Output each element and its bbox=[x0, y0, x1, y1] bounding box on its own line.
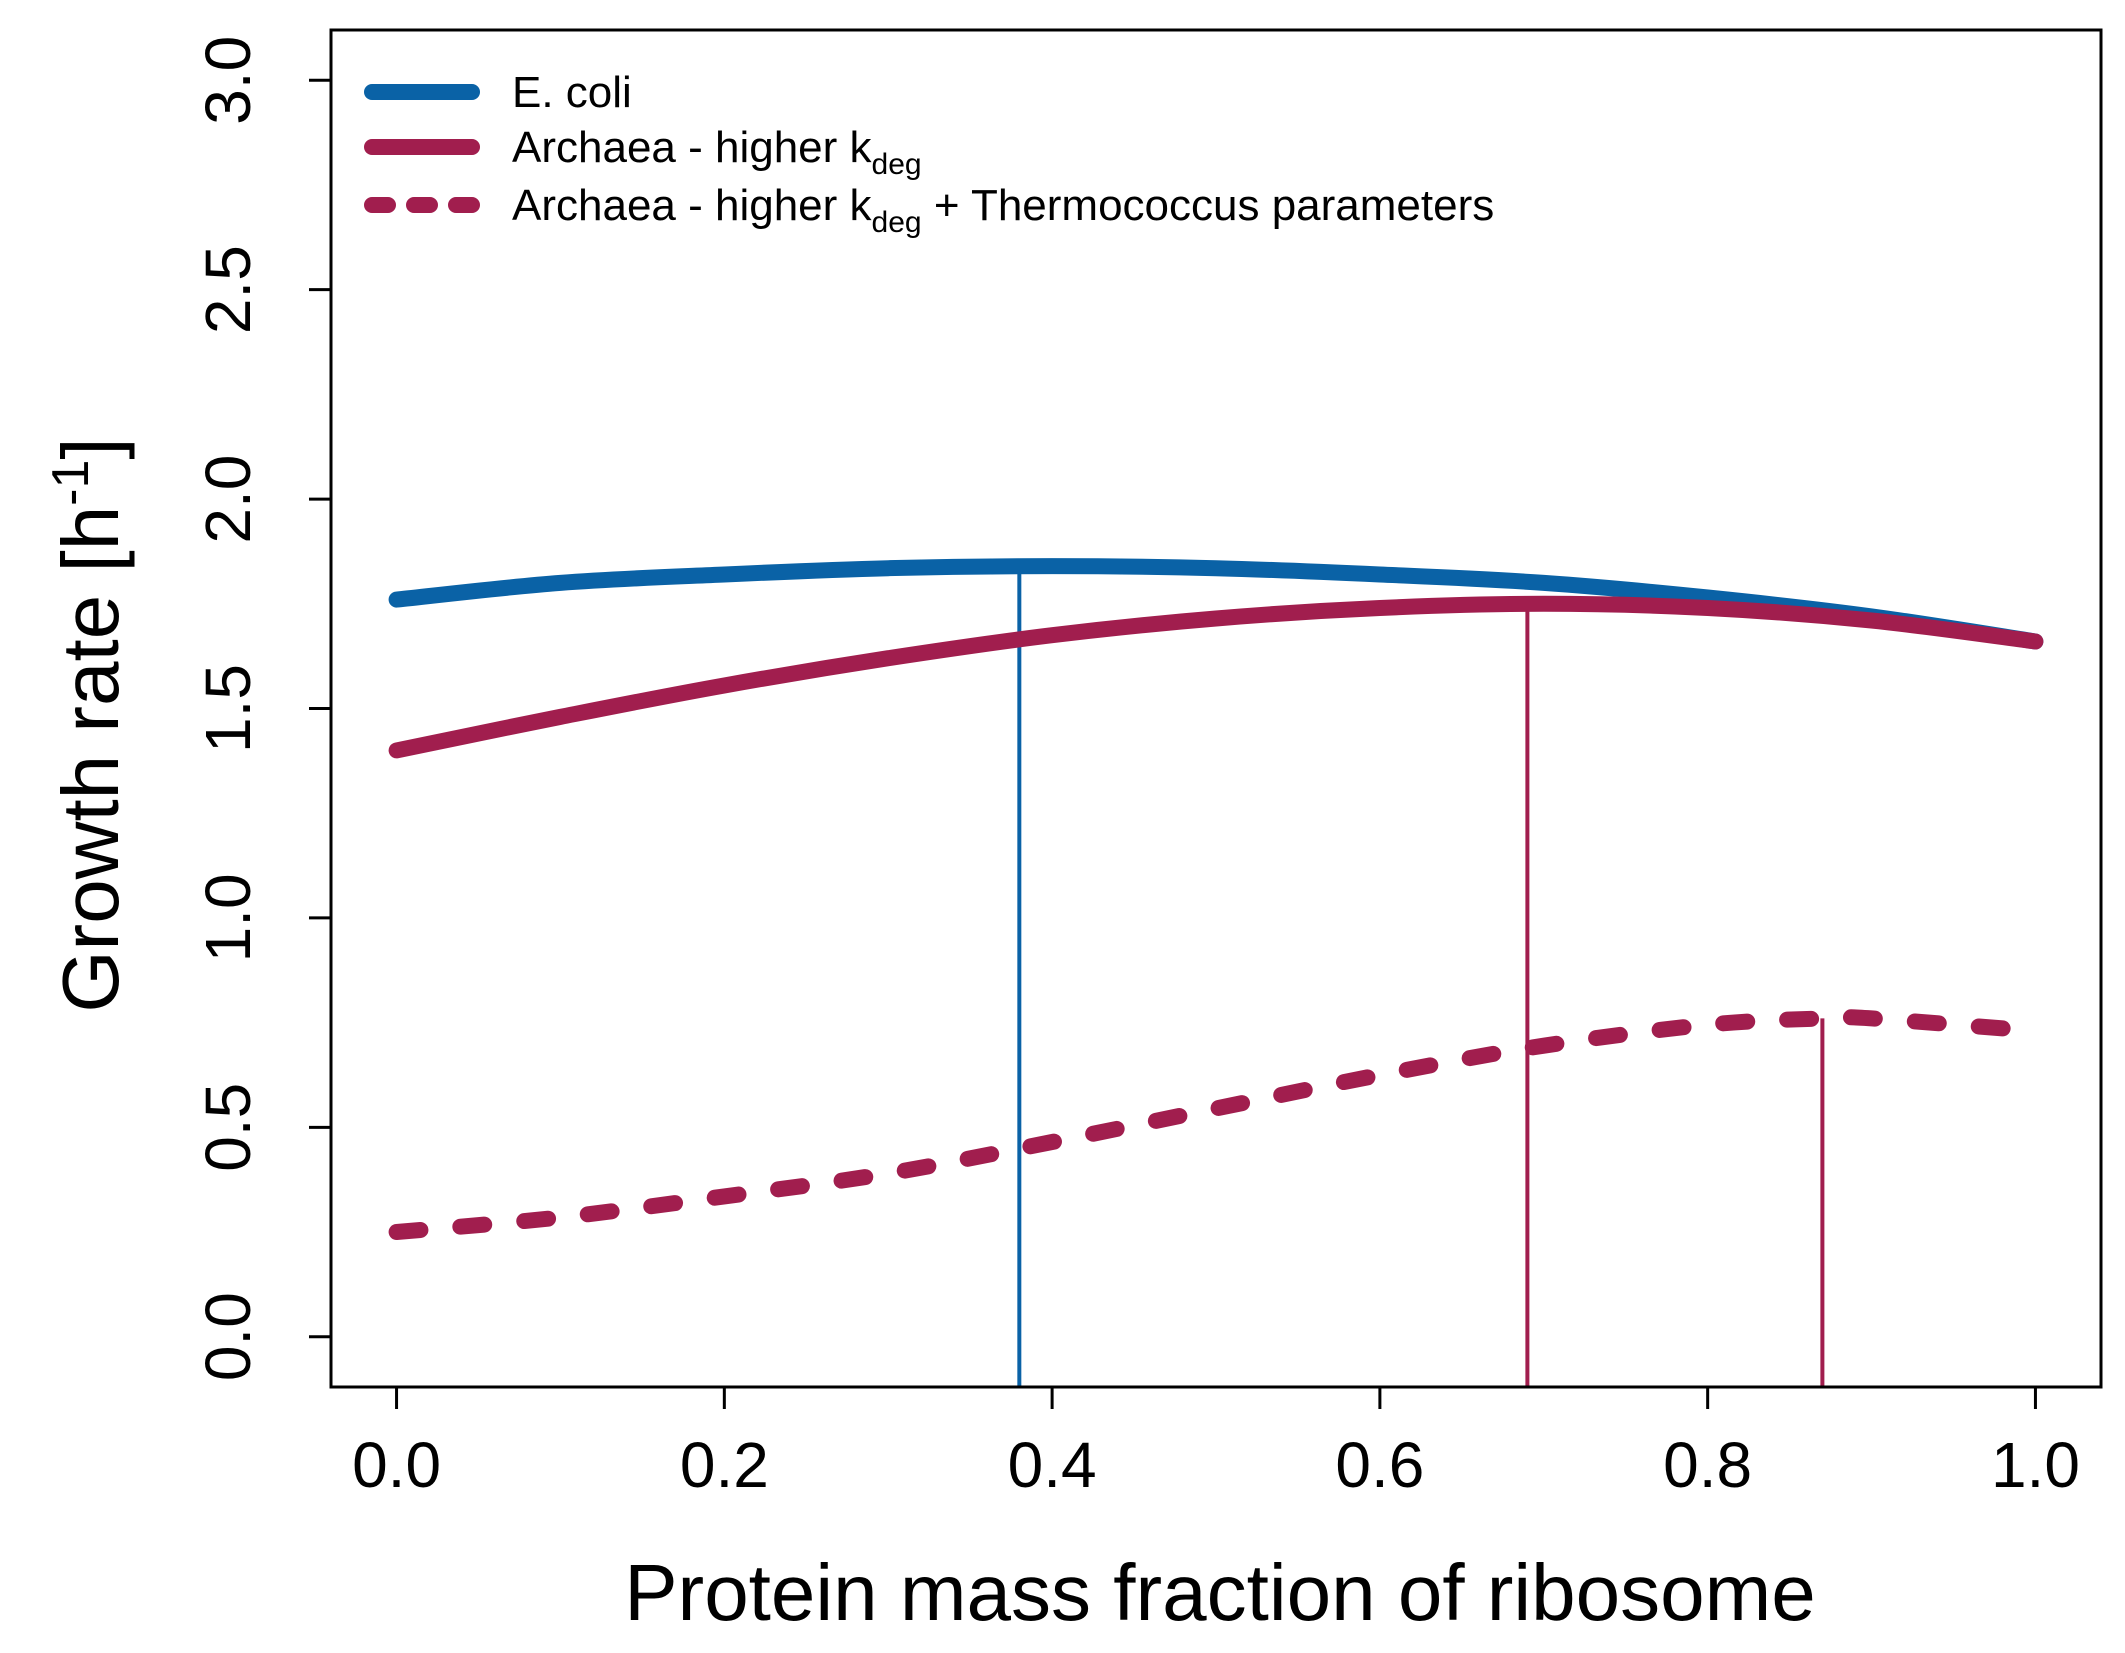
y-tick-label: 1.0 bbox=[192, 873, 264, 962]
y-tick-label: 2.5 bbox=[192, 245, 264, 334]
x-tick-label: 0.6 bbox=[1335, 1429, 1424, 1501]
y-tick-label: 0.0 bbox=[192, 1292, 264, 1381]
y-tick-label: 3.0 bbox=[192, 36, 264, 125]
y-axis-title-close: ] bbox=[46, 437, 135, 459]
y-axis-title-superscript: -1 bbox=[42, 460, 100, 506]
legend-label-1: Archaea - higher kdeg bbox=[512, 123, 922, 181]
legend-label-2: Archaea - higher kdeg + Thermococcus par… bbox=[512, 181, 1494, 239]
series-line-2 bbox=[388, 1009, 2044, 1240]
y-axis-title-main: Growth rate [h bbox=[46, 506, 135, 1013]
y-tick-label: 0.5 bbox=[192, 1083, 264, 1172]
x-tick-label: 0.0 bbox=[352, 1429, 441, 1501]
legend-label-text: E. coli bbox=[512, 68, 632, 117]
y-axis-title: Growth rate [h-1] bbox=[42, 437, 135, 1012]
series-line-0 bbox=[388, 558, 2044, 650]
legend-label-subscript: deg bbox=[872, 206, 922, 239]
legend-label-text: Archaea - higher k bbox=[512, 123, 873, 172]
x-tick-label: 1.0 bbox=[1991, 1429, 2080, 1501]
y-tick-label: 2.0 bbox=[192, 455, 264, 544]
series-line-1 bbox=[388, 595, 2044, 759]
x-axis: 0.0 0.2 0.4 0.6 0.8 1.0 bbox=[352, 1385, 2080, 1501]
y-axis: 0.0 0.5 1.0 1.5 2.0 2.5 3.0 bbox=[192, 36, 331, 1381]
plot-area bbox=[329, 28, 2103, 1389]
y-tick-label: 1.5 bbox=[192, 664, 264, 753]
x-tick-label: 0.2 bbox=[680, 1429, 769, 1501]
legend-label-text: Archaea - higher k bbox=[512, 181, 873, 230]
legend-label-0: E. coli bbox=[512, 68, 632, 117]
x-axis-title: Protein mass fraction of ribosome bbox=[624, 1548, 1816, 1637]
x-tick-label: 0.8 bbox=[1663, 1429, 1752, 1501]
legend-label-subscript: deg bbox=[872, 148, 922, 181]
x-tick-label: 0.4 bbox=[1008, 1429, 1097, 1501]
legend-label-suffix: + Thermococcus parameters bbox=[922, 181, 1495, 230]
